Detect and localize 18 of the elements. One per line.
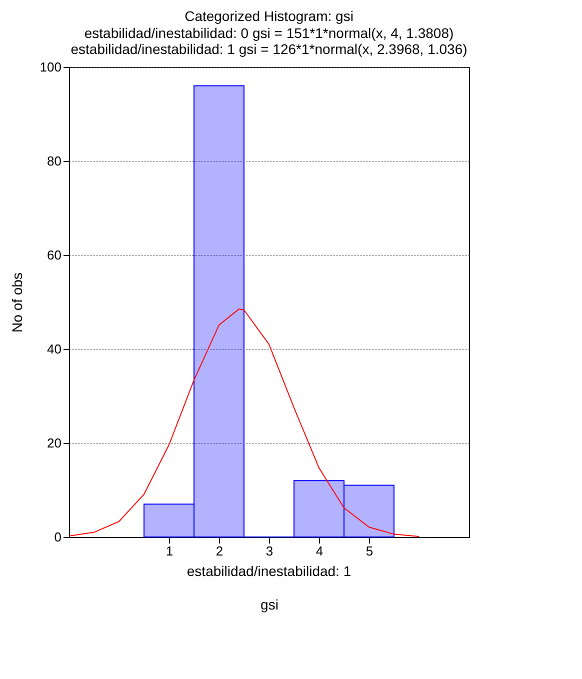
- text: estabilidad/inestabilidad: 0 gsi = 151*1*normal(x, 4, 1.3808): [84, 25, 454, 41]
- y-axis-title: No of obs: [8, 272, 25, 332]
- line-series: [69, 308, 420, 537]
- text: estabilidad/inestabilidad: 1 gsi = 126*1*normal(x, 2.3968, 1.036): [70, 41, 468, 57]
- x-tick-label: 4: [316, 544, 324, 558]
- x-tick-label: 1: [166, 544, 174, 558]
- y-tick-label: 100: [40, 60, 62, 74]
- chart-title: Categorized Histogram: gsi: [184, 8, 354, 24]
- text: estabilidad/inestabilidad: 1: [186, 563, 352, 579]
- y-tick-label: 80: [47, 154, 62, 168]
- x-tick-label: 3: [266, 544, 274, 558]
- x-tick-label: 2: [216, 544, 224, 558]
- y-tick-label: 20: [47, 436, 62, 450]
- y-tick-label: 60: [47, 248, 62, 262]
- y-tick-label: 40: [47, 342, 62, 356]
- x-tick-label: 5: [366, 544, 374, 558]
- x-axis-title: gsi: [260, 596, 278, 612]
- y-tick-label: 0: [54, 530, 62, 544]
